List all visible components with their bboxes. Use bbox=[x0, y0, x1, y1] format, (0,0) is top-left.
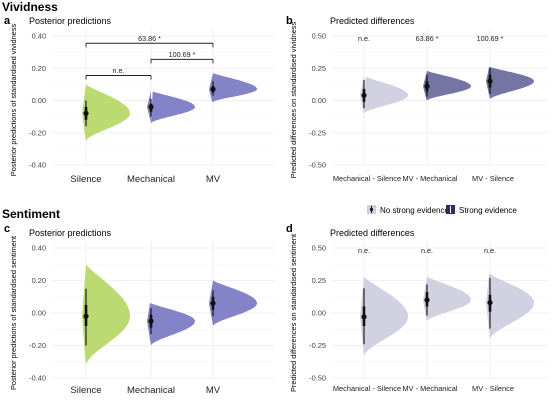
median-point bbox=[210, 86, 216, 92]
median-point bbox=[361, 314, 367, 320]
evidence-annotation: 63.86 * bbox=[416, 34, 439, 43]
density-shoulder bbox=[486, 274, 490, 339]
y-tick-label: -0.40 bbox=[29, 161, 46, 170]
evidence-annotation: n.e. bbox=[421, 246, 433, 255]
y-tick-label: -0.50 bbox=[309, 374, 326, 383]
y-tick-label: 0.20 bbox=[32, 64, 46, 73]
panel-label-c: c bbox=[4, 223, 10, 235]
legend-label-no-strong: No strong evidence bbox=[380, 206, 449, 215]
x-tick-label: Mechanical - Silence bbox=[333, 174, 401, 183]
density-mechanical-silence bbox=[364, 276, 408, 356]
density-silence bbox=[86, 264, 130, 365]
evidence-annotation: n.e. bbox=[358, 246, 370, 255]
median-point bbox=[83, 313, 89, 319]
legend-item-no-strong: No strong evidence bbox=[367, 205, 449, 215]
panel-b-title: Predicted differences bbox=[330, 16, 415, 26]
y-tick-label: 0.25 bbox=[312, 276, 326, 285]
y-tick-label: 0.50 bbox=[312, 32, 326, 41]
panel-label-a: a bbox=[4, 15, 11, 27]
comparison-label: 63.86 * bbox=[138, 34, 161, 43]
density-mv-mechanical bbox=[427, 276, 471, 321]
density-mechanical bbox=[151, 303, 195, 346]
density-mv bbox=[213, 73, 257, 103]
x-tick-label: Silence bbox=[70, 174, 101, 185]
comparison-label: n.e. bbox=[113, 66, 125, 75]
legend-label-strong: Strong evidence bbox=[459, 206, 517, 215]
section-title-sentiment: Sentiment bbox=[2, 207, 60, 221]
median-point bbox=[210, 300, 216, 306]
y-tick-label: -0.40 bbox=[29, 374, 46, 383]
density-silence bbox=[86, 84, 130, 141]
y-tick-label: 0.20 bbox=[32, 276, 46, 285]
panel-c-plot: 0.40 0.20 0.00 -0.20 -0.40 Silence Mechanical M… bbox=[29, 240, 275, 396]
panel-d-ylabel: Predicted differences on standardised se… bbox=[289, 234, 298, 392]
median-point bbox=[148, 104, 154, 110]
density-shoulder bbox=[147, 303, 151, 346]
median-point bbox=[424, 297, 430, 303]
y-tick-label: 0.00 bbox=[312, 309, 326, 318]
x-tick-label: Mechanical bbox=[127, 385, 175, 396]
x-tick-label: MV - Mechanical bbox=[402, 384, 457, 393]
x-tick-label: Mechanical - Silence bbox=[333, 384, 401, 393]
legend: No strong evidence Strong evidence bbox=[367, 205, 517, 215]
panel-a-title: Posterior predictions bbox=[29, 16, 112, 26]
panel-d-plot: 0.50 0.25 0.00 -0.25 -0.50 Mechanical - Silen… bbox=[309, 240, 548, 393]
panel-d-title: Predicted differences bbox=[330, 228, 415, 238]
panel-a-plot: 0.40 0.20 0.00 -0.20 -0.40 Silence Mechanical M… bbox=[29, 28, 275, 185]
y-tick-label: 0.00 bbox=[312, 96, 326, 105]
y-tick-label: -0.20 bbox=[29, 341, 46, 350]
y-tick-label: -0.50 bbox=[309, 161, 326, 170]
y-tick-label: -0.20 bbox=[29, 128, 46, 137]
panel-b-plot: 0.50 0.25 0.00 -0.25 -0.50 Mechanical - Silen… bbox=[309, 28, 548, 183]
x-tick-label: MV - Silence bbox=[472, 174, 514, 183]
evidence-annotation: 100.69 * bbox=[477, 34, 504, 43]
panel-b-ylabel: Predicted differences on standardised vi… bbox=[289, 22, 298, 179]
y-tick-label: 0.50 bbox=[312, 244, 326, 253]
y-tick-label: 0.00 bbox=[32, 309, 46, 318]
median-point bbox=[487, 78, 493, 84]
median-point bbox=[361, 92, 367, 98]
density-mv bbox=[213, 280, 257, 326]
x-tick-label: MV bbox=[206, 385, 221, 396]
panel-label-d: d bbox=[286, 223, 293, 235]
y-tick-label: -0.25 bbox=[309, 128, 326, 137]
evidence-annotation: n.e. bbox=[484, 246, 496, 255]
density-mechanical-silence bbox=[364, 76, 408, 114]
y-tick-label: 0.25 bbox=[312, 64, 326, 73]
density-mv-silence bbox=[490, 274, 534, 339]
median-point bbox=[83, 110, 89, 116]
x-tick-label: MV - Mechanical bbox=[402, 174, 457, 183]
panel-label-b: b bbox=[286, 15, 293, 27]
evidence-annotation: n.e. bbox=[358, 34, 370, 43]
x-tick-label: MV - Silence bbox=[472, 384, 514, 393]
panel-a-ylabel: Posterior predictions of standardised vi… bbox=[9, 23, 18, 176]
x-tick-label: MV bbox=[206, 174, 221, 185]
y-tick-label: 0.00 bbox=[32, 96, 46, 105]
median-point bbox=[487, 300, 493, 306]
median-point bbox=[424, 83, 430, 89]
y-tick-label: 0.40 bbox=[32, 244, 46, 253]
median-point bbox=[148, 318, 154, 324]
panel-c-ylabel: Posterior predictions of standardised se… bbox=[9, 236, 18, 390]
comparison-label: 100.69 * bbox=[169, 50, 196, 59]
panel-c-title: Posterior predictions bbox=[29, 228, 112, 238]
density-mv-silence bbox=[490, 66, 534, 100]
section-title-vividness: Vividness bbox=[2, 0, 58, 14]
y-tick-label: -0.25 bbox=[309, 341, 326, 350]
legend-item-strong: Strong evidence bbox=[446, 205, 517, 215]
x-tick-label: Silence bbox=[70, 385, 101, 396]
density-mv-mechanical bbox=[427, 70, 471, 101]
x-tick-label: Mechanical bbox=[127, 174, 175, 185]
density-mechanical bbox=[151, 91, 195, 124]
y-tick-label: 0.40 bbox=[32, 32, 46, 41]
legend-swatch-no-strong-dot bbox=[369, 207, 374, 212]
